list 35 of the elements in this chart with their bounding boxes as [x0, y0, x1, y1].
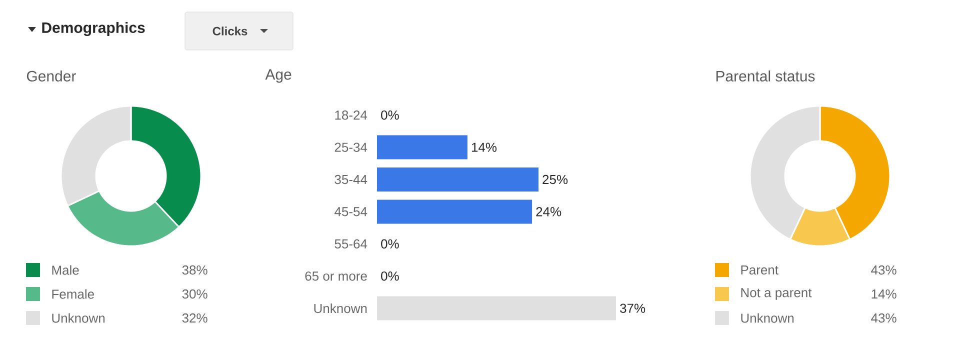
data-label: 32%: [182, 313, 208, 323]
data-label: 43%: [871, 313, 896, 323]
data-label: 0%: [381, 239, 399, 248]
legend-label: Parent: [741, 265, 778, 275]
data-label: 0%: [381, 271, 399, 281]
legend-label: Unknown: [52, 313, 105, 323]
data-label: 25%: [542, 174, 568, 184]
data-label: 30%: [182, 289, 208, 299]
legend-label: Male: [52, 265, 79, 275]
y-tick-label: 45-54: [334, 207, 368, 216]
data-label: 38%: [182, 265, 208, 275]
data-label: 43%: [871, 265, 896, 275]
y-tick-label: Unknown: [314, 304, 367, 314]
legend-label: Female: [52, 289, 94, 299]
y-tick-label: 55-64: [334, 239, 368, 248]
data-label: 37%: [620, 304, 646, 313]
legend-label: Unknown: [741, 313, 794, 323]
chart-title: Gender: [26, 70, 76, 82]
bar: [377, 200, 532, 224]
bar: [377, 168, 538, 192]
data-label: 14%: [872, 289, 896, 299]
bar: [377, 135, 468, 160]
y-tick-label: 35-44: [334, 174, 368, 184]
text: Demographics: [42, 22, 145, 36]
chart-title: Parental status: [716, 70, 815, 82]
text: Clicks: [212, 26, 248, 36]
y-tick-label: 65 or more: [305, 271, 367, 281]
legend-label: Not a parent: [741, 288, 812, 300]
data-label: 24%: [536, 207, 562, 216]
data-label: 0%: [381, 110, 399, 120]
y-tick-label: 25-34: [334, 142, 368, 152]
data-label: 14%: [472, 142, 497, 152]
chart-title: Age: [265, 69, 292, 83]
bar: [377, 296, 616, 320]
y-tick-label: 18-24: [335, 110, 368, 120]
